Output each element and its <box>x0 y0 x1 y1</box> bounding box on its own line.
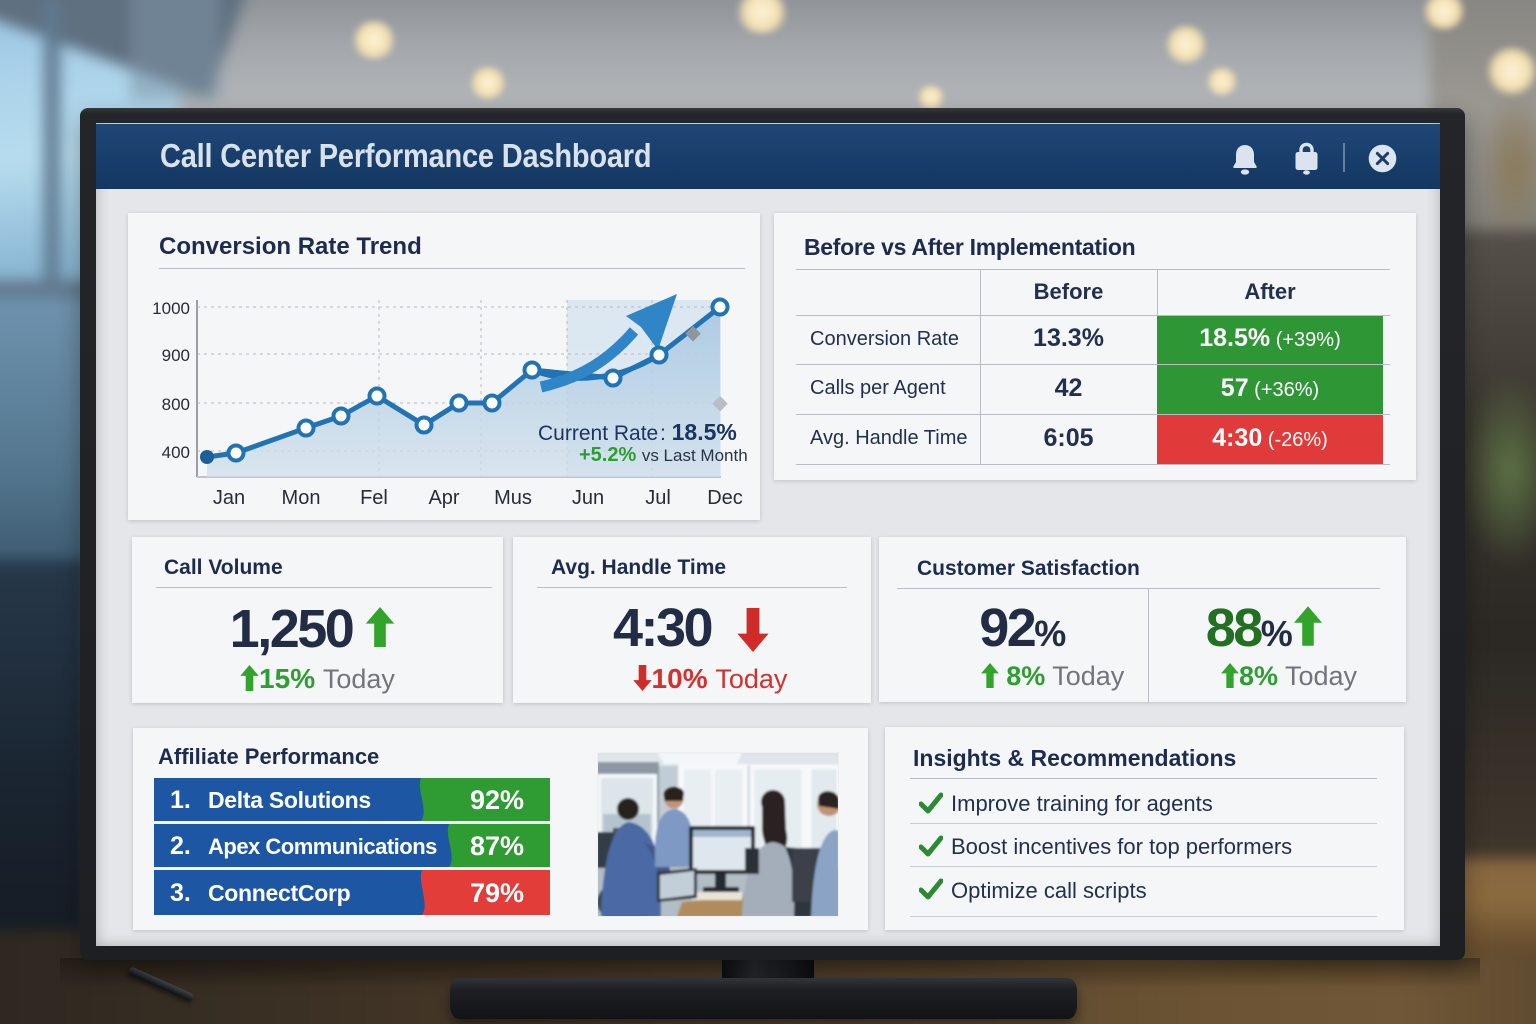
svg-text:79%: 79% <box>470 878 524 908</box>
svg-text:ConnectCorp: ConnectCorp <box>208 880 351 906</box>
svg-text:1.: 1. <box>170 786 191 814</box>
svg-text:Apex Communications: Apex Communications <box>208 834 437 859</box>
svg-text:Delta Solutions: Delta Solutions <box>208 787 371 813</box>
svg-text:92%: 92% <box>470 785 524 815</box>
svg-text:2.: 2. <box>170 832 191 860</box>
svg-text:3.: 3. <box>170 879 191 907</box>
svg-text:87%: 87% <box>470 831 524 861</box>
